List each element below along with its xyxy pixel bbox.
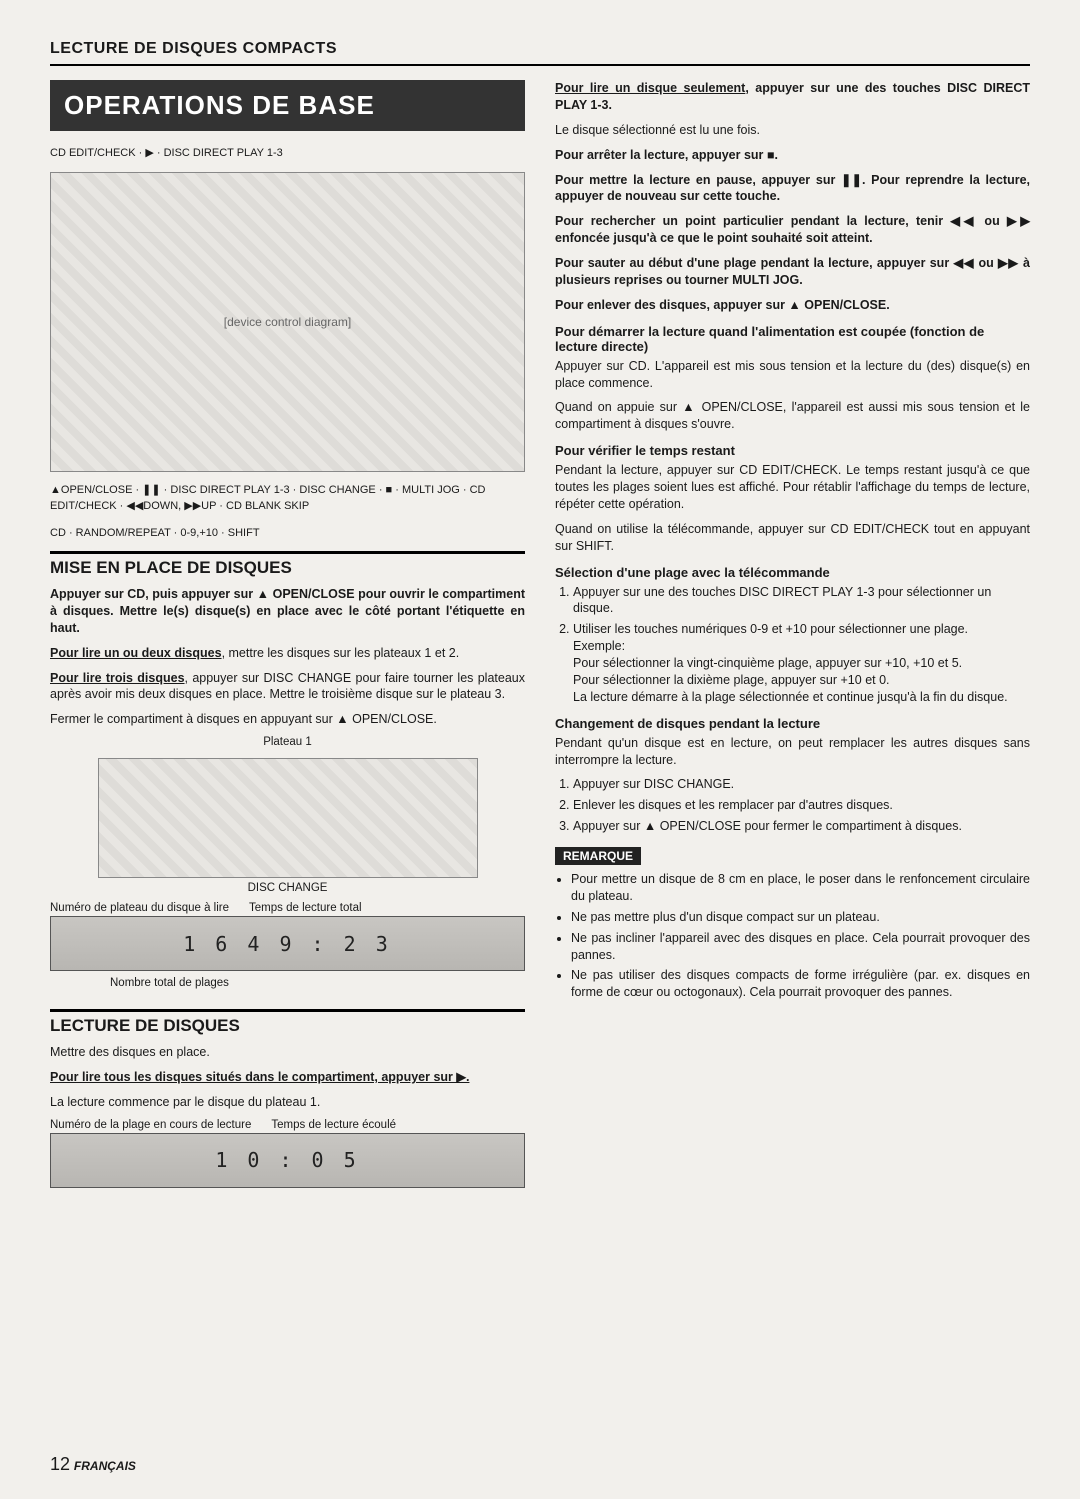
c2-p1a: Pour lire un disque seulement <box>555 81 745 95</box>
lecture-p3: La lecture commence par le disque du pla… <box>50 1094 525 1111</box>
right-column: Pour lire un disque seulement, appuyer s… <box>555 80 1030 1194</box>
selection-list: Appuyer sur une des touches DISC DIRECT … <box>555 584 1030 706</box>
mise-p2: Pour lire trois disques, appuyer sur DIS… <box>50 670 525 704</box>
c2-p11: Pendant qu'un disque est en lecture, on … <box>555 735 1030 769</box>
disp1-label-left: Numéro de plateau du disque à lire <box>50 902 229 914</box>
c2-p5: Pour sauter au début d'une plage pendant… <box>555 255 1030 289</box>
lecture-p1: Mettre des disques en place. <box>50 1044 525 1061</box>
sel-li2c: La lecture démarre à la plage sélectionn… <box>573 690 1008 704</box>
h-demarrer: Pour démarrer la lecture quand l'aliment… <box>555 324 1030 354</box>
ch-li2: Enlever les disques et les remplacer par… <box>573 797 1030 814</box>
mise-p3: Fermer le compartiment à disques en appu… <box>50 711 525 728</box>
page-lang: FRANÇAIS <box>74 1459 136 1473</box>
h-changement: Changement de disques pendant la lecture <box>555 716 1030 731</box>
device-diagram: [device control diagram] <box>50 172 525 472</box>
c2-p3t: Pour mettre la lecture en pause, appuyer… <box>555 173 1030 204</box>
section-lecture-title: LECTURE DE DISQUES <box>50 1016 525 1036</box>
lecture-p2: Pour lire tous les disques situés dans l… <box>50 1069 525 1086</box>
remarque-list: Pour mettre un disque de 8 cm en place, … <box>555 871 1030 1001</box>
mise-p1b: , mettre les disques sur les plateaux 1 … <box>222 646 460 660</box>
banner-title: OPERATIONS DE BASE <box>50 80 525 131</box>
rem-1: Pour mettre un disque de 8 cm en place, … <box>571 871 1030 905</box>
mise-p1: Pour lire un ou deux disques, mettre les… <box>50 645 525 662</box>
ch-li1: Appuyer sur DISC CHANGE. <box>573 776 1030 793</box>
c2-p2: Pour arrêter la lecture, appuyer sur ■. <box>555 147 1030 164</box>
changement-list: Appuyer sur DISC CHANGE. Enlever les dis… <box>555 776 1030 835</box>
c2-p7: Appuyer sur CD. L'appareil est mis sous … <box>555 358 1030 392</box>
sel-li2: Utiliser les touches numériques 0-9 et +… <box>573 621 1030 705</box>
c2-p6t: Pour enlever des disques, appuyer sur ▲ … <box>555 298 890 312</box>
c2-p4t: Pour rechercher un point particulier pen… <box>555 214 1030 245</box>
c2-p9: Pendant la lecture, appuyer sur CD EDIT/… <box>555 462 1030 513</box>
ch-li3: Appuyer sur ▲ OPEN/CLOSE pour fermer le … <box>573 818 1030 835</box>
left-column: OPERATIONS DE BASE CD EDIT/CHECK · ▶ · D… <box>50 80 525 1194</box>
diagram-labels-left: ▲OPEN/CLOSE · ❚❚ · DISC DIRECT PLAY 1-3 … <box>50 482 525 515</box>
h-verifier: Pour vérifier le temps restant <box>555 443 1030 458</box>
remarque-tag: REMARQUE <box>555 847 641 865</box>
section-mise-title: MISE EN PLACE DE DISQUES <box>50 558 525 578</box>
c2-p1: Pour lire un disque seulement, appuyer s… <box>555 80 1030 114</box>
rem-3: Ne pas incliner l'appareil avec des disq… <box>571 930 1030 964</box>
sel-li2a: Pour sélectionner la vingt-cinquième pla… <box>573 656 962 670</box>
mise-lead: Appuyer sur CD, puis appuyer sur ▲ OPEN/… <box>50 586 525 637</box>
sel-li2b: Pour sélectionner la dixième plage, appu… <box>573 673 890 687</box>
mise-p1a: Pour lire un ou deux disques <box>50 646 222 660</box>
diagram-labels-top: CD EDIT/CHECK · ▶ · DISC DIRECT PLAY 1-3 <box>50 145 525 162</box>
sel-li2-text: Utiliser les touches numériques 0-9 et +… <box>573 622 968 636</box>
page-header: LECTURE DE DISQUES COMPACTS <box>50 40 1030 58</box>
rem-4: Ne pas utiliser des disques compacts de … <box>571 967 1030 1001</box>
page-number: 12 <box>50 1454 70 1474</box>
disc-change-diagram <box>98 758 478 878</box>
c2-p3: Pour mettre la lecture en pause, appuyer… <box>555 172 1030 206</box>
disp1-label-right: Temps de lecture total <box>249 902 362 914</box>
plateau-label: Plateau 1 <box>50 736 525 748</box>
sel-li2-ex: Exemple: <box>573 639 625 653</box>
c2-p6: Pour enlever des disques, appuyer sur ▲ … <box>555 297 1030 314</box>
mise-p2a: Pour lire trois disques <box>50 671 185 685</box>
display-1: 1 6 4 9 : 2 3 <box>50 916 525 971</box>
sel-li1: Appuyer sur une des touches DISC DIRECT … <box>573 584 1030 618</box>
c2-p1c: Le disque sélectionné est lu une fois. <box>555 122 1030 139</box>
h-selection: Sélection d'une plage avec la télécomman… <box>555 565 1030 580</box>
disp2-label-left: Numéro de la plage en cours de lecture <box>50 1119 251 1131</box>
diagram-labels-right: CD · RANDOM/REPEAT · 0-9,+10 · SHIFT <box>50 525 525 542</box>
mise-p3-text: Fermer le compartiment à disques en appu… <box>50 712 437 726</box>
rem-2: Ne pas mettre plus d'un disque compact s… <box>571 909 1030 926</box>
section-rule-2 <box>50 1009 525 1012</box>
disc-change-caption: DISC CHANGE <box>50 882 525 894</box>
page-footer: 12 FRANÇAIS <box>50 1454 136 1475</box>
section-rule-1 <box>50 551 525 554</box>
c2-p5t: Pour sauter au début d'une plage pendant… <box>555 256 1030 287</box>
display-2: 1 0 : 0 5 <box>50 1133 525 1188</box>
header-rule <box>50 64 1030 66</box>
c2-p4: Pour rechercher un point particulier pen… <box>555 213 1030 247</box>
c2-p10: Quand on utilise la télécommande, appuye… <box>555 521 1030 555</box>
disp2-label-right: Temps de lecture écoulé <box>271 1119 396 1131</box>
disp1-below: Nombre total de plages <box>110 977 525 989</box>
c2-p8: Quand on appuie sur ▲ OPEN/CLOSE, l'appa… <box>555 399 1030 433</box>
